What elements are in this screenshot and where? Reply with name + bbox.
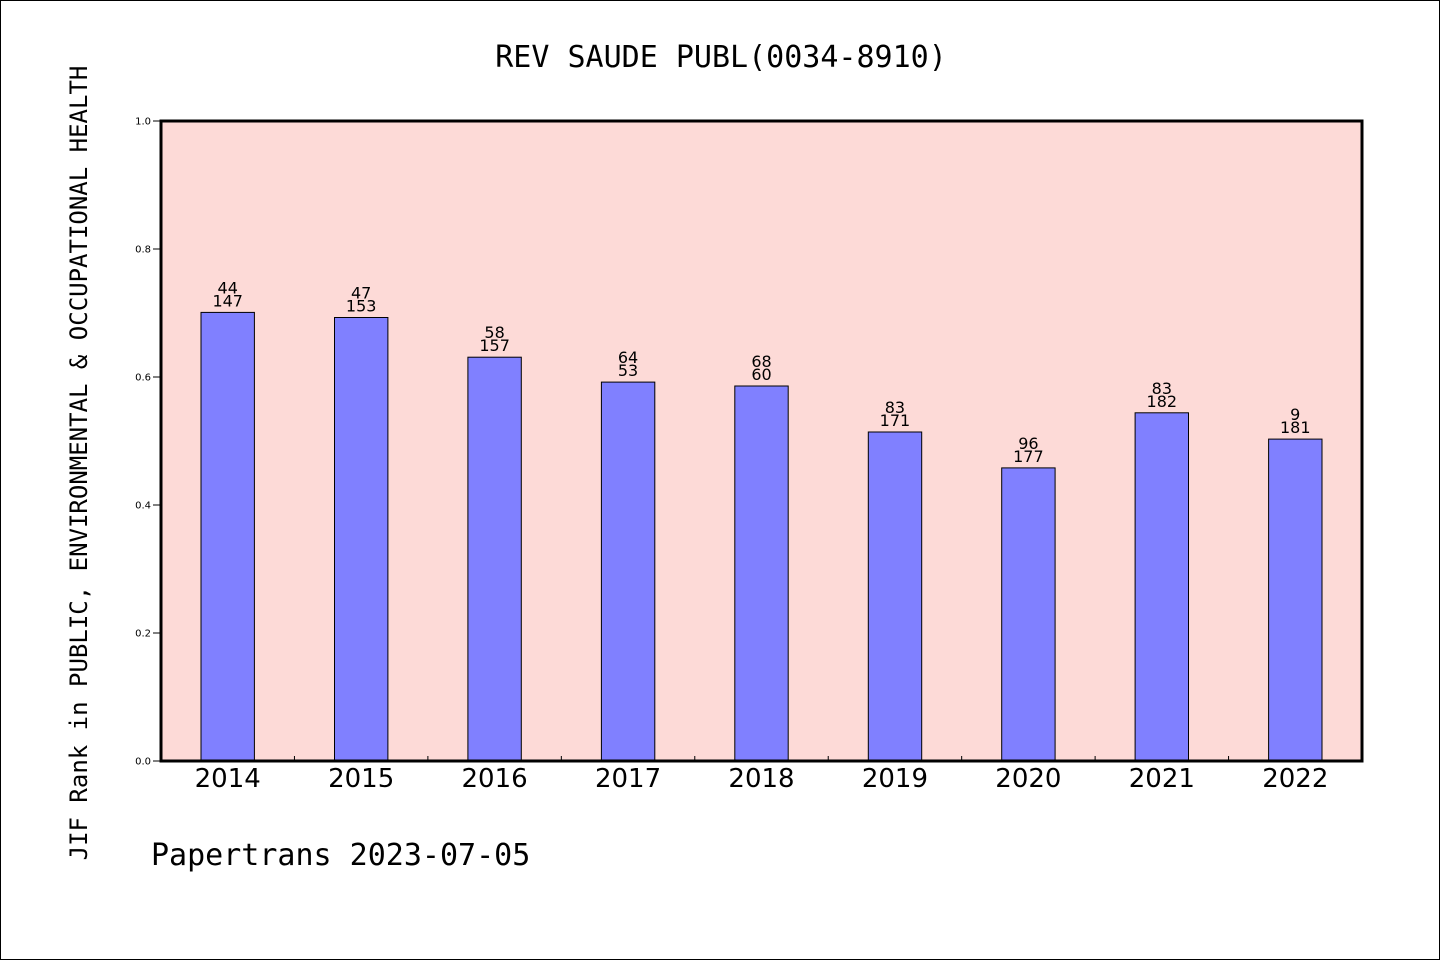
y-tick-label: 0.6 [135,373,151,384]
data-label-bottom-2021: 182 [1147,392,1178,411]
x-tick-label-2019: 2019 [862,764,928,794]
y-axis: 0.0 0.2 0.4 0.6 0.8 1.0 [135,117,161,768]
x-tick-label-2018: 2018 [728,764,794,794]
y-tick-label: 1.0 [135,117,151,128]
data-label-top-2014: 44 [218,278,238,297]
bar-2018 [734,385,789,762]
bar-2020 [1001,467,1056,762]
data-label-bottom-2016: 157 [479,336,510,355]
x-tick-label-2015: 2015 [328,764,394,794]
data-label-top-2022: 9 [1290,405,1300,424]
x-tick-label-2014: 2014 [195,764,261,794]
x-tick-label-2016: 2016 [462,764,528,794]
data-label-bottom-2015: 153 [346,296,377,315]
bar-2019 [867,431,923,762]
data-label-top-2015: 47 [351,283,371,302]
data-label-top-2016: 58 [484,323,504,342]
y-tick-label: 0.2 [135,629,151,640]
data-label-bottom-2017: 53 [618,361,638,380]
chart-title: REV SAUDE PUBL(0034-8910) [495,40,947,75]
bar-2016 [467,356,522,762]
bar-2017 [600,381,656,762]
y-axis-label: JIF Rank in PUBLIC, ENVIRONMENTAL & OCCU… [65,66,93,861]
bar-2021 [1134,412,1189,762]
bar-2015 [334,317,389,762]
y-tick-label: 0.0 [135,757,151,768]
footer-date: Papertrans 2023-07-05 [151,838,530,873]
x-tick-label-2017: 2017 [595,764,661,794]
data-label-top-2020: 96 [1018,434,1038,453]
data-label-bottom-2014: 147 [212,291,243,310]
data-label-top-2021: 83 [1152,379,1172,398]
bars-layer [200,311,1323,762]
data-label-top-2019: 83 [885,398,905,417]
x-axis: 2014 2015 2016 2017 2018 2019 2020 2021 2022 [195,756,1328,794]
data-label-bottom-2018: 60 [751,365,771,384]
y-tick-label: 0.4 [135,501,151,512]
data-label-bottom-2020: 177 [1013,447,1044,466]
x-tick-label-2020: 2020 [995,764,1061,794]
x-tick-label-2021: 2021 [1129,764,1195,794]
data-label-top-2018: 68 [751,352,771,371]
data-label-bottom-2019: 171 [880,411,911,430]
bar-2014 [200,311,255,762]
data-label-bottom-2022: 181 [1280,418,1311,437]
plot-border [159,119,1364,763]
y-tick-label: 0.8 [135,245,151,256]
x-tick-label-2022: 2022 [1262,764,1328,794]
bar-2022 [1268,438,1323,762]
data-label-top-2017: 64 [618,348,638,367]
